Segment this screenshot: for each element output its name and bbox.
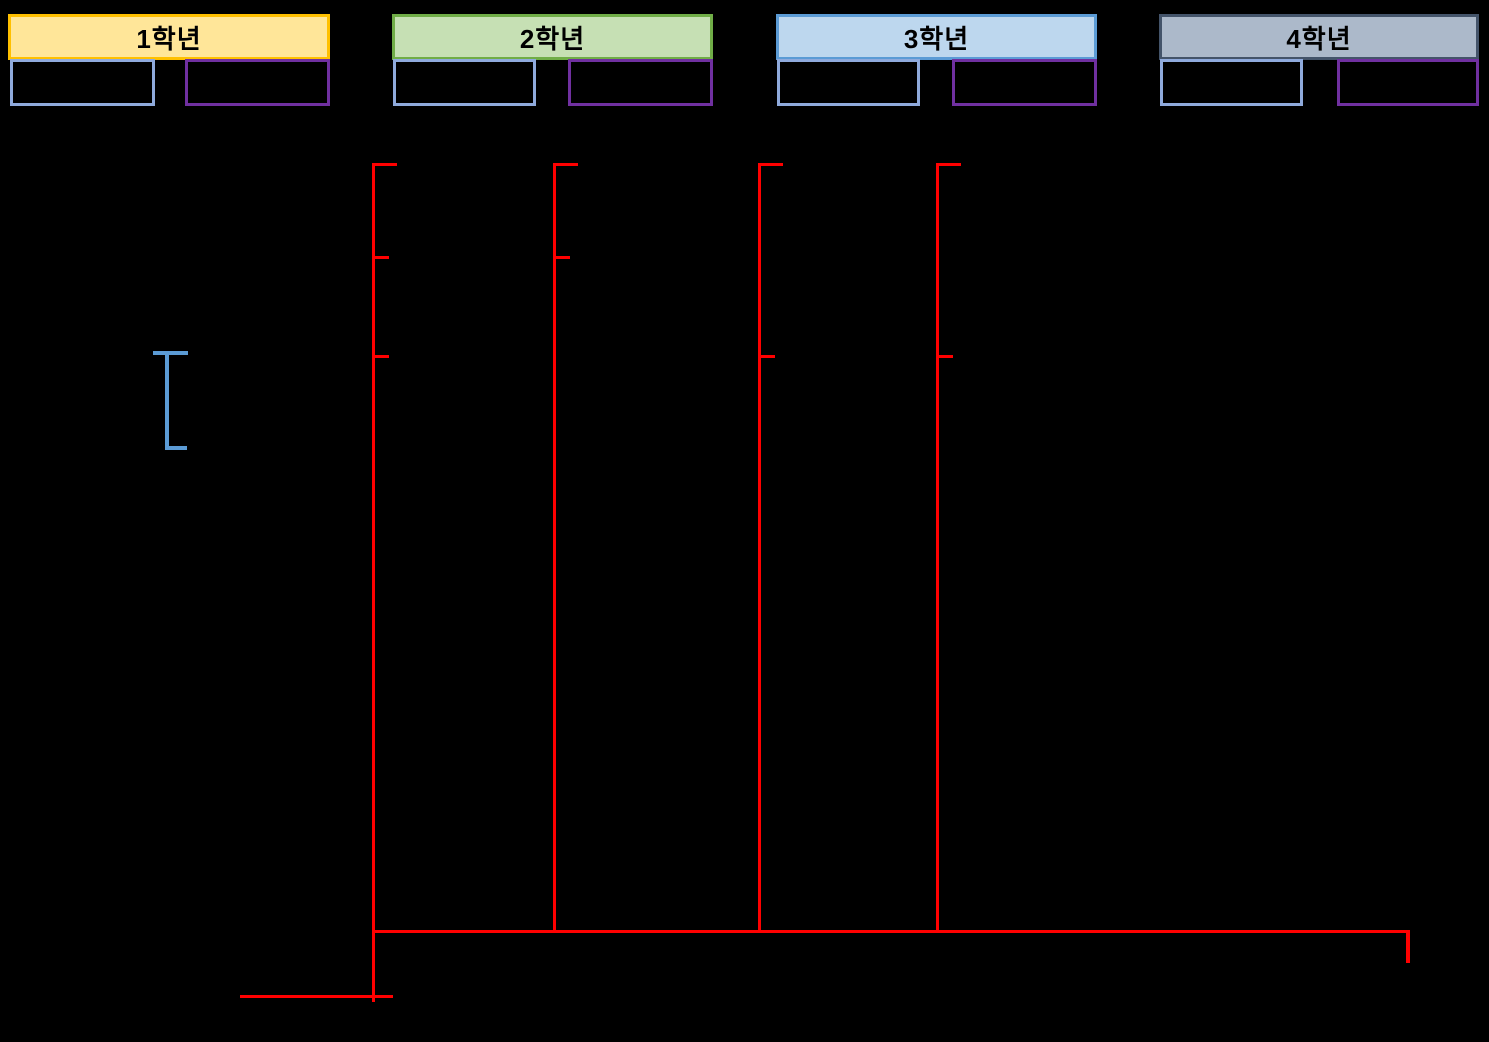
red-bottom-left-segment bbox=[240, 995, 393, 998]
red-tick-line1-lower bbox=[372, 355, 389, 358]
red-vertical-line-1 bbox=[372, 163, 375, 1002]
course-box-grade2-semester2 bbox=[568, 59, 713, 106]
red-tick-line2 bbox=[553, 256, 570, 259]
grade-header-3-label: 3학년 bbox=[903, 23, 970, 54]
grade-header-3: 3학년 bbox=[776, 14, 1097, 60]
red-tick-line4 bbox=[936, 355, 953, 358]
course-box-grade1-semester1 bbox=[10, 59, 155, 106]
blue-bracket-bottom-cap bbox=[165, 446, 187, 450]
course-box-grade3-semester1 bbox=[777, 59, 920, 106]
grade-header-4: 4학년 bbox=[1159, 14, 1479, 60]
red-right-end-drop bbox=[1406, 930, 1410, 963]
red-vertical-line-2 bbox=[553, 163, 556, 932]
red-top-cap-3 bbox=[758, 163, 783, 166]
grade-header-4-label: 4학년 bbox=[1286, 23, 1352, 54]
red-top-cap-1 bbox=[372, 163, 397, 166]
blue-bracket-vertical bbox=[165, 351, 169, 450]
course-box-grade1-semester2 bbox=[185, 59, 330, 106]
red-vertical-line-4 bbox=[936, 163, 939, 932]
red-tick-line1-upper bbox=[372, 256, 389, 259]
red-tick-line3 bbox=[758, 355, 775, 358]
grade-header-2-label: 2학년 bbox=[519, 23, 586, 54]
course-box-grade3-semester2 bbox=[952, 59, 1097, 106]
grade-header-1: 1학년 bbox=[8, 14, 330, 60]
blue-bracket-top-cap bbox=[153, 351, 188, 355]
red-top-cap-4 bbox=[936, 163, 961, 166]
course-box-grade4-semester2 bbox=[1337, 59, 1479, 106]
course-box-grade4-semester1 bbox=[1160, 59, 1303, 106]
course-box-grade2-semester1 bbox=[393, 59, 536, 106]
red-horizontal-bus bbox=[372, 930, 1410, 933]
red-top-cap-2 bbox=[553, 163, 578, 166]
grade-header-1-label: 1학년 bbox=[136, 23, 202, 54]
grade-header-2: 2학년 bbox=[392, 14, 713, 60]
red-vertical-line-3 bbox=[758, 163, 761, 932]
